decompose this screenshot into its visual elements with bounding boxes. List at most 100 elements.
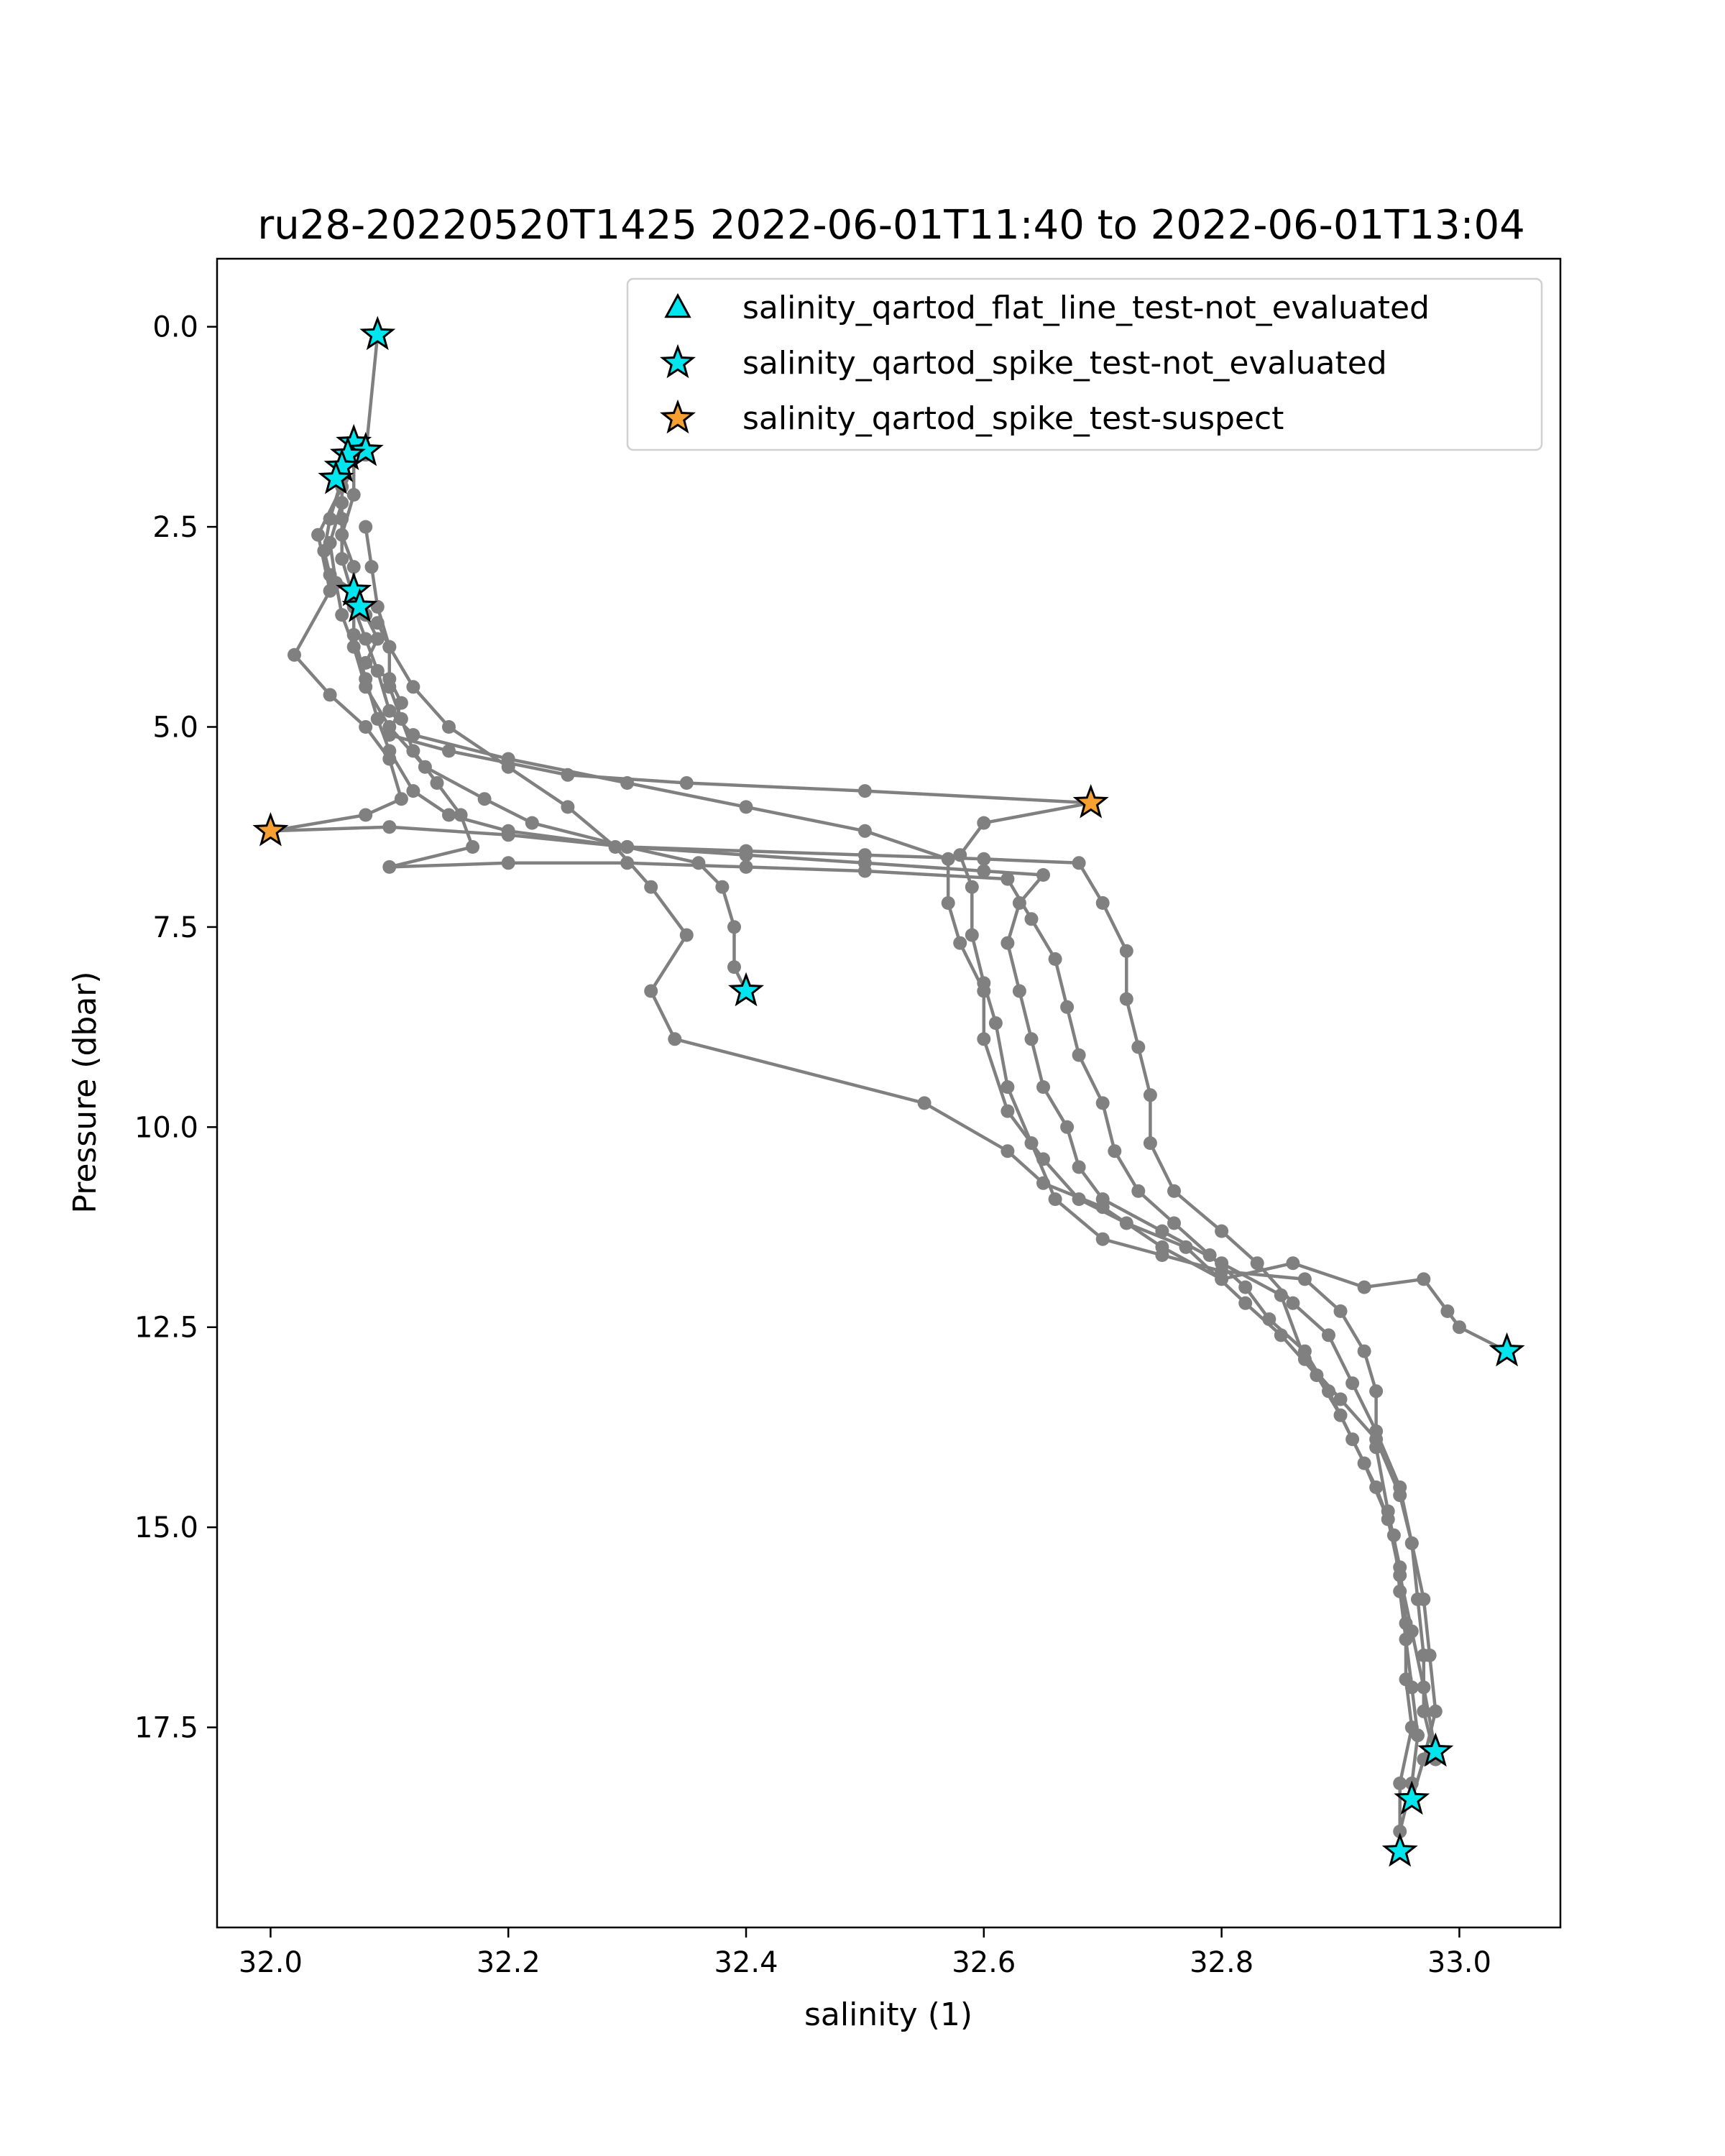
- profile-point: [1322, 1328, 1335, 1342]
- profile-point: [1143, 1088, 1157, 1102]
- profile-point: [1095, 1232, 1110, 1246]
- profile-point: [1119, 944, 1133, 958]
- profile-point: [1108, 1144, 1122, 1158]
- profile-point: [1369, 1384, 1384, 1399]
- profile-point: [1386, 1528, 1401, 1542]
- profile-point: [335, 552, 349, 566]
- profile-point: [382, 640, 397, 654]
- profile-point: [454, 808, 468, 822]
- profile-point: [1012, 984, 1026, 998]
- profile-point: [1440, 1304, 1455, 1318]
- spike-marker: [1381, 1832, 1418, 1867]
- profile-point: [1048, 952, 1062, 966]
- profile-point: [1452, 1320, 1466, 1335]
- profile-point: [1072, 856, 1086, 870]
- spike-marker: [336, 571, 372, 607]
- profile-point: [941, 896, 955, 910]
- profile-point: [1404, 1536, 1419, 1550]
- profile-point: [917, 1096, 932, 1110]
- profile-point: [1357, 1344, 1371, 1358]
- profile-point: [1000, 936, 1015, 950]
- legend-marker: [664, 292, 691, 318]
- profile-point: [311, 528, 326, 542]
- profile-point: [1250, 1256, 1264, 1271]
- profile-point: [1333, 1392, 1348, 1406]
- profile-point: [1143, 1136, 1157, 1151]
- profile-point: [1369, 1424, 1384, 1438]
- profile-point: [382, 820, 397, 834]
- profile-point: [382, 752, 397, 766]
- profile-point: [1155, 1240, 1169, 1254]
- profile-point: [394, 792, 408, 806]
- profile-point: [1155, 1224, 1169, 1238]
- profile-point: [1297, 1344, 1312, 1358]
- profile-point: [1393, 1824, 1407, 1838]
- legend-label: salinity_qartod_spike_test-not_evaluated: [742, 345, 1387, 382]
- profile-point: [1167, 1184, 1181, 1198]
- profile-point: [430, 776, 444, 790]
- profile-point: [1262, 1312, 1276, 1327]
- legend-label: salinity_qartod_spike_test-suspect: [742, 400, 1284, 437]
- profile-point: [1215, 1224, 1229, 1238]
- spike-marker: [1072, 784, 1109, 819]
- profile-point: [1000, 1080, 1015, 1095]
- profile-point: [501, 760, 515, 774]
- plot-layer: [252, 315, 1525, 1867]
- profile-point: [620, 776, 635, 790]
- profile-point: [977, 852, 991, 866]
- x-tick-label: 32.4: [714, 1946, 778, 1979]
- profile-point: [1202, 1248, 1217, 1262]
- profile-point: [1095, 1200, 1110, 1215]
- profile-point: [359, 720, 373, 734]
- profile-point: [691, 856, 706, 870]
- legend-box: [626, 277, 1543, 451]
- x-tick-label: 32.6: [952, 1946, 1016, 1979]
- x-tick-label: 33.0: [1427, 1946, 1491, 1979]
- profile-point: [620, 856, 635, 870]
- profile-point: [1357, 1280, 1371, 1294]
- profile-point: [442, 744, 456, 758]
- profile-point: [406, 744, 420, 758]
- profile-point: [1000, 872, 1015, 886]
- y-tick-label: 5.0: [152, 711, 198, 744]
- legend-label: salinity_qartod_flat_line_test-not_evalu…: [742, 290, 1430, 326]
- profile-point: [1322, 1384, 1335, 1399]
- profile-point: [1215, 1272, 1229, 1286]
- profile-point: [1238, 1280, 1253, 1294]
- profile-point: [346, 560, 361, 574]
- profile-point: [977, 1032, 991, 1046]
- profile-point: [965, 880, 979, 894]
- profile-point: [323, 535, 337, 550]
- profile-point: [1404, 1680, 1419, 1695]
- profile-point: [1072, 1160, 1086, 1174]
- y-tick-label: 7.5: [152, 911, 198, 944]
- profile-point: [1095, 1096, 1110, 1110]
- profile-point: [1167, 1216, 1181, 1230]
- profile-point: [406, 784, 420, 798]
- profile-point: [335, 608, 349, 622]
- profile-point: [857, 848, 872, 862]
- profile-point: [501, 856, 515, 870]
- profile-point: [382, 720, 397, 734]
- profile-point: [1411, 1728, 1425, 1743]
- profile-point: [1417, 1272, 1431, 1286]
- plot-frame: [216, 257, 1562, 1929]
- profile-point: [359, 632, 373, 646]
- profile-point: [370, 632, 385, 646]
- profile-point: [620, 840, 635, 854]
- profile-point: [323, 584, 337, 598]
- profile-point: [382, 860, 397, 874]
- profile-point: [561, 800, 575, 814]
- profile-point: [1346, 1432, 1360, 1447]
- profile-point: [977, 816, 991, 830]
- profile-point: [739, 800, 753, 814]
- y-axis-label: Pressure (dbar): [67, 971, 104, 1213]
- profile-line: [328, 502, 748, 992]
- x-tick-label: 32.2: [477, 1946, 540, 1979]
- profile-point: [1095, 896, 1110, 910]
- profile-point: [364, 560, 379, 574]
- profile-point: [1411, 1592, 1425, 1606]
- profile-point: [323, 688, 337, 702]
- spike-marker: [1394, 1780, 1430, 1815]
- profile-point: [1060, 1000, 1075, 1014]
